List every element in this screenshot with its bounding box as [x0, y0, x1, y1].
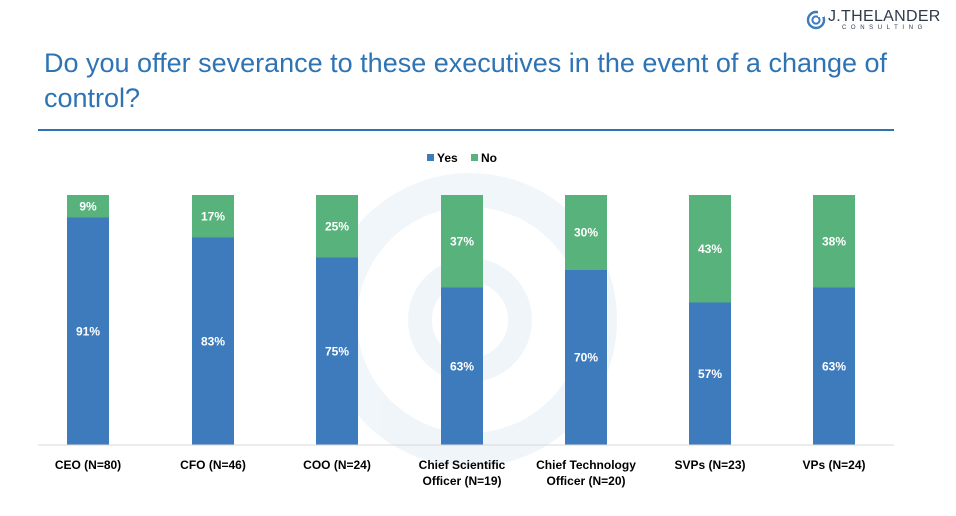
data-label-yes-2: 75%	[325, 344, 349, 358]
spiral-logo-icon	[806, 10, 826, 30]
bar-yes-3	[441, 287, 483, 445]
bar-no-3	[441, 195, 483, 288]
category-label-3: Chief Scientific	[419, 458, 506, 472]
brand-logo: J.THELANDER CONSULTING	[806, 6, 948, 34]
bar-no-4	[565, 195, 607, 270]
category-label-5: SVPs (N=23)	[674, 458, 745, 472]
legend-swatch-no	[471, 154, 478, 161]
bar-yes-4	[565, 270, 607, 445]
brand-subtitle: CONSULTING	[842, 25, 927, 31]
category-label-4: Officer (N=20)	[546, 474, 625, 488]
data-label-yes-3: 63%	[450, 359, 474, 373]
bar-yes-2	[316, 257, 358, 445]
data-label-no-2: 25%	[325, 219, 349, 233]
data-label-no-3: 37%	[450, 234, 474, 248]
bar-no-1	[192, 195, 234, 238]
bar-no-6	[813, 195, 855, 288]
data-label-no-6: 38%	[822, 234, 846, 248]
bar-yes-1	[192, 237, 234, 445]
bar-yes-5	[689, 302, 731, 445]
data-label-no-1: 17%	[201, 209, 225, 223]
data-label-no-0: 9%	[79, 199, 97, 213]
legend-swatch-yes	[427, 154, 434, 161]
page-title: Do you offer severance to these executiv…	[44, 48, 888, 113]
bar-yes-0	[67, 217, 109, 445]
data-label-yes-0: 91%	[76, 324, 100, 338]
data-label-yes-1: 83%	[201, 334, 225, 348]
data-label-yes-4: 70%	[574, 351, 598, 365]
bar-no-5	[689, 195, 731, 303]
bar-no-2	[316, 195, 358, 258]
category-label-2: COO (N=24)	[303, 458, 371, 472]
category-label-0: CEO (N=80)	[55, 458, 121, 472]
category-label-3: Officer (N=19)	[422, 474, 501, 488]
data-label-no-5: 43%	[698, 242, 722, 256]
legend-label-yes: Yes	[437, 151, 458, 165]
title-divider	[38, 129, 894, 131]
category-label-1: CFO (N=46)	[180, 458, 246, 472]
brand-name: J.THELANDER	[828, 8, 941, 25]
bar-no-0	[67, 195, 109, 218]
chart-legend: Yes No	[427, 151, 497, 165]
data-label-no-4: 30%	[574, 226, 598, 240]
legend-label-no: No	[481, 151, 497, 165]
data-label-yes-6: 63%	[822, 359, 846, 373]
bar-yes-6	[813, 287, 855, 445]
data-label-yes-5: 57%	[698, 367, 722, 381]
category-label-4: Chief Technology	[536, 458, 636, 472]
stacked-bar-chart: Yes No 91% 9% 83% 17% 75% 25% 63% 37% 70% 30% 57% 43…	[38, 151, 894, 488]
category-label-6: VPs (N=24)	[802, 458, 865, 472]
